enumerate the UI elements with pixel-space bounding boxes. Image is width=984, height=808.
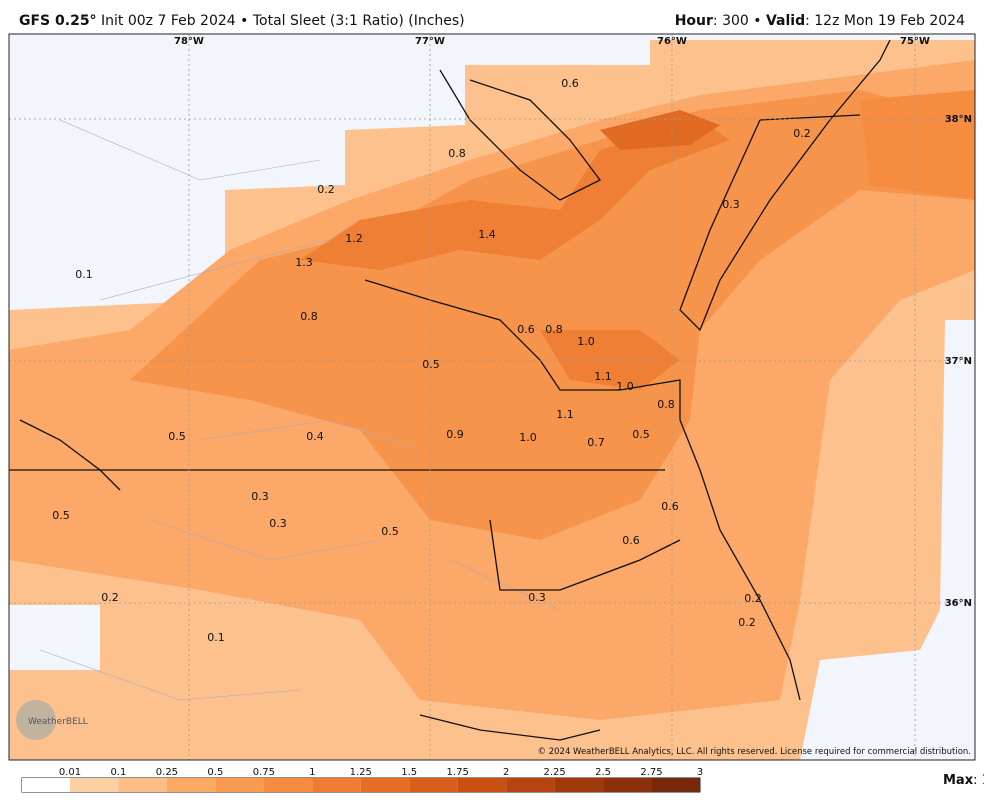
lat-label: 36°N: [945, 598, 972, 609]
contour-value: 0.8: [545, 323, 563, 336]
colorbar-swatch: [651, 778, 700, 792]
contour-value: 0.2: [317, 183, 335, 196]
colorbar-swatch: [215, 778, 264, 792]
colorbar-tick: 2.75: [640, 767, 662, 778]
colorbar-tick: 2: [503, 767, 509, 778]
colorbar-tick: 0.25: [156, 767, 178, 778]
colorbar-swatch: [603, 778, 652, 792]
contour-value: 0.6: [517, 323, 535, 336]
contour-value: 0.8: [448, 147, 466, 160]
map-field: WeatherBELL: [9, 34, 975, 760]
colorbar-tick: 1.75: [447, 767, 469, 778]
lon-label: 76°W: [657, 36, 687, 47]
contour-value: 0.3: [528, 591, 546, 604]
contour-value: 1.3: [295, 256, 313, 269]
colorbar-tick: 0.75: [253, 767, 275, 778]
colorbar-swatch: [263, 778, 313, 792]
contour-value: 0.2: [793, 127, 811, 140]
lon-label: 77°W: [415, 36, 445, 47]
contour-value: 0.5: [381, 525, 399, 538]
contour-value: 0.3: [269, 517, 287, 530]
contour-value: 0.4: [306, 430, 324, 443]
description: Init 00z 7 Feb 2024 • Total Sleet (3:1 R…: [101, 13, 465, 29]
header-right: Hour: 300 • Valid: 12z Mon 19 Feb 2024: [675, 13, 965, 29]
contour-value: 1.4: [478, 228, 496, 241]
colorbar-swatch: [360, 778, 410, 792]
colorbar-tick: 0.01: [59, 767, 81, 778]
colorbar-tick: 1: [309, 767, 315, 778]
contour-value: 0.6: [561, 77, 579, 90]
copyright: © 2024 WeatherBELL Analytics, LLC. All r…: [538, 747, 971, 757]
colorbar-tick: 2.25: [543, 767, 565, 778]
contour-value: 0.1: [207, 631, 225, 644]
contour-value: 1.0: [519, 431, 537, 444]
county-lines: [39, 119, 561, 701]
contour-value: 0.2: [101, 591, 119, 604]
lat-label: 37°N: [945, 356, 972, 367]
contour-value: 0.9: [446, 428, 464, 441]
contour-value: 0.5: [168, 430, 186, 443]
contour-value: 0.5: [632, 428, 650, 441]
contour-value: 0.3: [722, 198, 740, 211]
contour-value: 0.6: [622, 534, 640, 547]
valid-label: Valid: [765, 13, 806, 29]
max-label: Max: [943, 773, 974, 788]
colorbar-swatch: [118, 778, 167, 792]
model: GFS 0.25°: [19, 13, 97, 29]
colorbar-swatch: [506, 778, 555, 792]
colorbar-tick: 0.5: [207, 767, 223, 778]
contour-value: 1.2: [345, 232, 363, 245]
graticule: [9, 34, 975, 760]
lat-label: 38°N: [945, 114, 972, 125]
colorbar-swatch: [554, 778, 604, 792]
colorbar-tick: 1.25: [350, 767, 372, 778]
contour-value: 0.1: [75, 268, 93, 281]
max-value: : 1.6: [973, 773, 984, 788]
colorbar-tick: 0.1: [111, 767, 127, 778]
contour-value: 0.8: [657, 398, 675, 411]
map-frame: [8, 33, 976, 761]
colorbar-swatch: [409, 778, 458, 792]
contour-value: 0.6: [661, 500, 679, 513]
valid-value: : 12z Mon 19 Feb 2024: [805, 13, 965, 29]
contour-value: 0.5: [52, 509, 70, 522]
contour-value: 1.0: [577, 335, 595, 348]
contour-value: 0.2: [738, 616, 756, 629]
colorbar-tick: 1.5: [401, 767, 417, 778]
colorbar-swatch: [457, 778, 507, 792]
lon-label: 75°W: [900, 36, 930, 47]
contour-value: 0.8: [300, 310, 318, 323]
colorbar-swatch: [70, 778, 119, 792]
hour-value: : 300 •: [712, 13, 766, 29]
logo: WeatherBELL: [16, 700, 88, 740]
lon-label: 78°W: [174, 36, 204, 47]
contour-value: 1.0: [616, 380, 634, 393]
coastlines: [9, 39, 891, 741]
hour-label: Hour: [674, 13, 713, 29]
contour-value: 0.3: [251, 490, 269, 503]
contour-value: 1.1: [556, 408, 574, 421]
contour-value: 1.1: [594, 370, 612, 383]
colorbar-swatch: [312, 778, 361, 792]
colorbar-swatch: [166, 778, 216, 792]
contour-value: 0.5: [422, 358, 440, 371]
logo-text: WeatherBELL: [28, 717, 88, 727]
colorbar-tick: 3: [697, 767, 703, 778]
colorbar-tick: 2.5: [595, 767, 611, 778]
colorbar-swatch: [22, 778, 70, 792]
header-left: GFS 0.25° Init 00z 7 Feb 2024 • Total Sl…: [19, 13, 465, 29]
contour-value: 0.2: [744, 592, 762, 605]
contour-value: 0.7: [587, 436, 605, 449]
